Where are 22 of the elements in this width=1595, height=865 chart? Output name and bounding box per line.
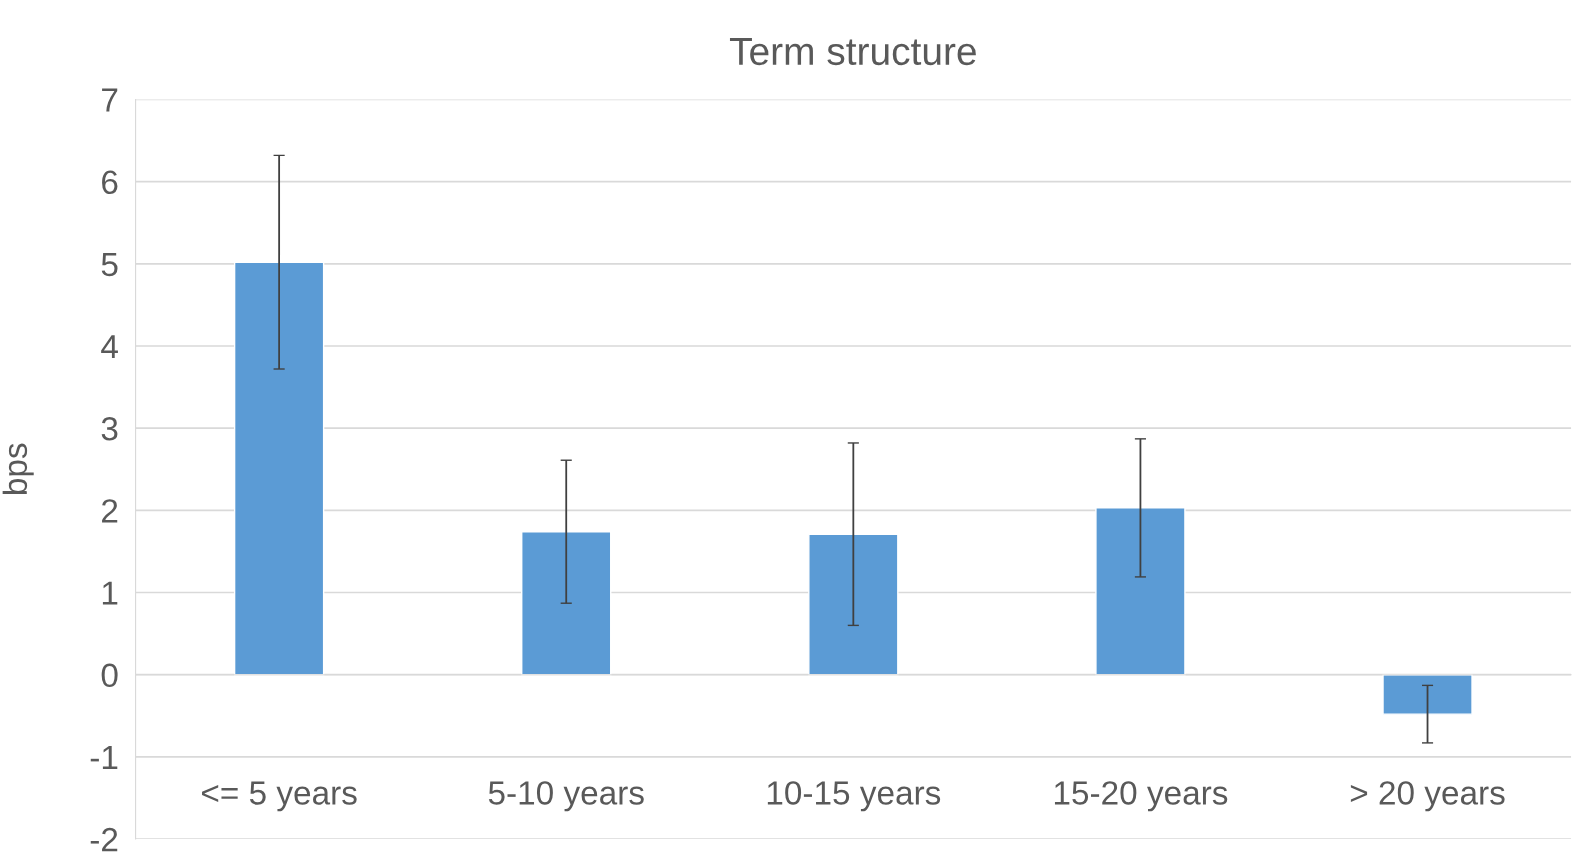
y-tick-label: 7 [102,88,118,112]
y-tick-label: -1 [90,746,118,769]
bar [808,533,899,676]
x-tick-label: <= 5 years [202,781,357,812]
bar [521,531,612,676]
chart-title: Term structure [729,38,976,66]
y-tick-label: 0 [101,663,118,688]
y-axis-title: bps [2,443,34,494]
x-tick-label: 15-20 years [1054,781,1228,812]
x-tick-label: 10-15 years [767,781,941,812]
bar [1095,507,1186,676]
y-tick-label: 5 [101,252,118,277]
x-tick-label: > 20 years [1350,781,1505,812]
y-tick-label: 4 [101,335,118,359]
y-tick-label: 6 [102,170,118,195]
x-tick-label: 5-10 years [488,781,644,812]
y-tick-label: 2 [102,499,118,523]
y-tick-label: 1 [102,581,118,605]
bar [233,261,325,676]
bar [1382,674,1473,715]
y-tick-label: 3 [101,416,118,441]
y-tick-label: -2 [90,827,118,852]
